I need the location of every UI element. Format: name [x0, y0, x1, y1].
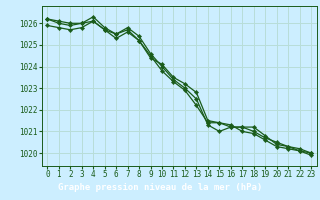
- Text: Graphe pression niveau de la mer (hPa): Graphe pression niveau de la mer (hPa): [58, 183, 262, 192]
